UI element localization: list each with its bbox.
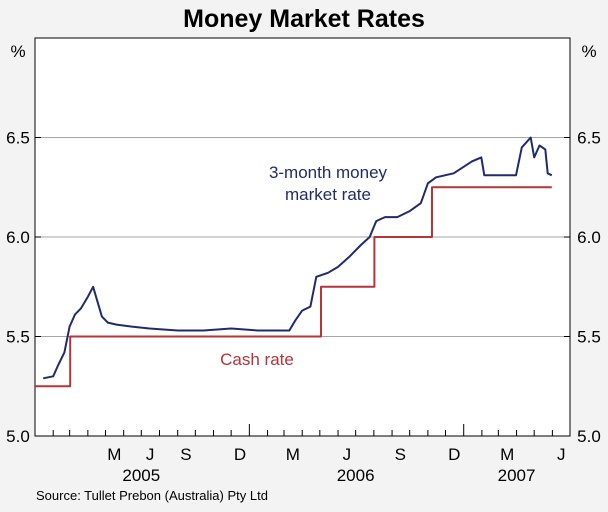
y-tick-label-right: 6.5: [577, 129, 601, 148]
x-month-label: M: [500, 445, 514, 464]
x-year-label: 2006: [337, 466, 375, 485]
x-tick-marks: [34, 424, 571, 436]
y-tick-label-right: 5.0: [577, 427, 601, 446]
x-month-label: J: [343, 445, 352, 464]
annotation-money-market-line2: market rate: [285, 185, 371, 204]
cash-rate-line: [35, 186, 552, 388]
annotation-money-market-line1: 3-month money: [269, 163, 388, 182]
y-tick-label-right: 5.5: [577, 328, 601, 347]
money-market-rate-line: [43, 136, 553, 380]
x-month-label: S: [180, 445, 191, 464]
x-year-label: 2005: [122, 466, 160, 485]
chart-title: Money Market Rates: [183, 5, 425, 33]
y-unit-left: %: [10, 42, 25, 61]
x-year-label: 2007: [498, 466, 536, 485]
x-month-label: J: [557, 445, 566, 464]
y-tick-label-left: 5.0: [6, 427, 30, 446]
x-month-label: J: [146, 445, 155, 464]
series-lines: [35, 136, 553, 388]
annotation-cash-rate: Cash rate: [220, 350, 294, 369]
x-month-label: M: [286, 445, 300, 464]
x-year-labels: 2005 2006 2007: [122, 466, 535, 485]
source-note: Source: Tullet Prebon (Australia) Pty Lt…: [36, 488, 268, 503]
x-month-label: M: [107, 445, 121, 464]
x-month-label: S: [395, 445, 406, 464]
x-month-label: D: [234, 445, 246, 464]
y-tick-labels: 5.0 5.0 5.5 5.5 6.0 6.0 6.5 6.5: [6, 129, 601, 447]
y-tick-label-left: 6.0: [6, 228, 30, 247]
x-month-label: D: [448, 445, 460, 464]
y-tick-label-right: 6.0: [577, 228, 601, 247]
y-tick-label-left: 6.5: [6, 129, 30, 148]
y-unit-right: %: [581, 42, 596, 61]
y-tick-label-left: 5.5: [6, 328, 30, 347]
